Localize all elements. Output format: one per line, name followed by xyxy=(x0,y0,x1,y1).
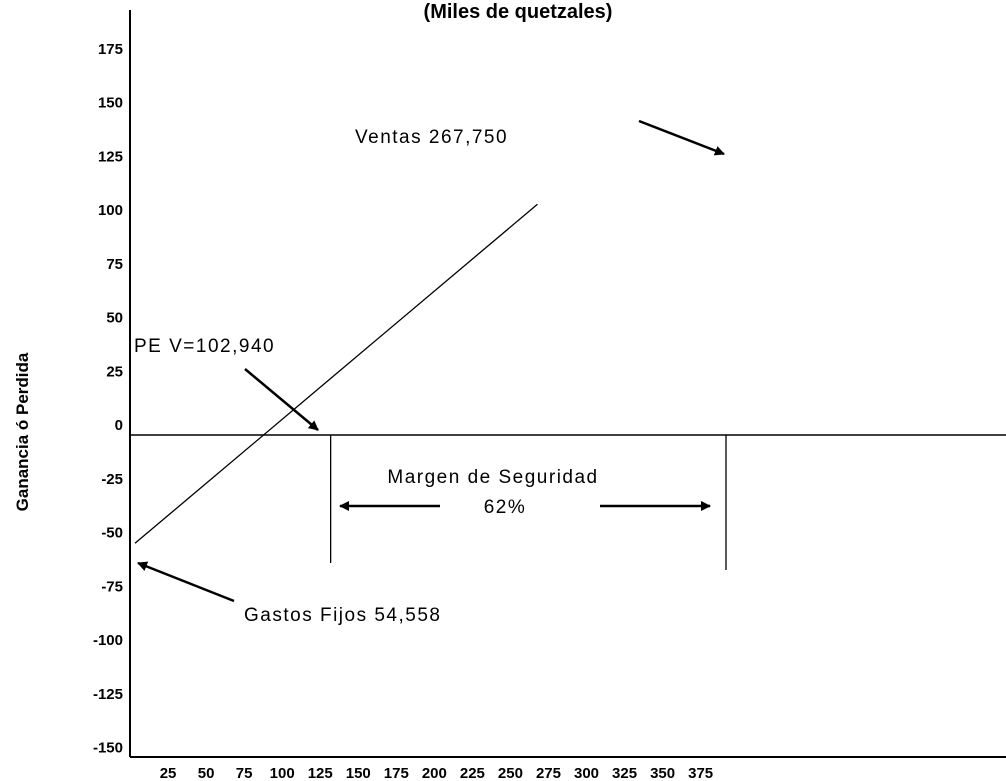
x-tick-label: 75 xyxy=(236,765,253,781)
y-tick-label: 25 xyxy=(106,363,123,380)
x-tick-label: 225 xyxy=(460,765,485,781)
y-tick-label: -100 xyxy=(93,632,123,649)
y-tick-label: 125 xyxy=(98,148,123,165)
x-tick-label: 150 xyxy=(346,765,371,781)
y-tick-label: -25 xyxy=(101,471,123,488)
y-tick-label: 75 xyxy=(106,256,123,273)
x-tick-label: 300 xyxy=(574,765,599,781)
sales-annotation: Ventas 267,750 xyxy=(355,127,508,148)
x-tick-label: 100 xyxy=(270,765,295,781)
fixed-costs-arrow xyxy=(137,561,235,603)
x-tick-label: 375 xyxy=(688,765,713,781)
break-even-arrow xyxy=(244,368,319,431)
margin-label: Margen de Seguridad xyxy=(387,467,598,488)
y-tick-label: -125 xyxy=(93,686,123,703)
y-tick-labels: 175 150 125 100 75 50 25 0 -25 -50 -75 -100 -125 -150 xyxy=(93,41,123,757)
x-tick-label: 350 xyxy=(650,765,675,781)
y-tick-label: 150 xyxy=(98,95,123,112)
sales-arrow xyxy=(638,119,725,156)
x-tick-label: 125 xyxy=(308,765,333,781)
y-tick-label: 0 xyxy=(115,417,123,434)
y-tick-label: 100 xyxy=(98,202,123,219)
chart-title: (Miles de quetzales) xyxy=(424,1,613,23)
x-tick-label: 50 xyxy=(198,765,215,781)
margin-value: 62% xyxy=(484,497,527,518)
fixed-costs-annotation: Gastos Fijos 54,558 xyxy=(244,605,441,626)
y-tick-label: -150 xyxy=(93,740,123,757)
x-tick-label: 175 xyxy=(384,765,409,781)
sales-line xyxy=(134,203,538,544)
break-even-annotation: PE V=102,940 xyxy=(134,336,275,357)
x-tick-label: 275 xyxy=(536,765,561,781)
x-tick-label: 325 xyxy=(612,765,637,781)
y-tick-label: 50 xyxy=(106,310,123,327)
x-tick-label: 200 xyxy=(422,765,447,781)
y-tick-label: -50 xyxy=(101,525,123,542)
y-axis-label: Ganancia ó Perdida xyxy=(13,352,32,511)
x-tick-label: 250 xyxy=(498,765,523,781)
x-tick-label: 25 xyxy=(160,765,177,781)
y-tick-label: -75 xyxy=(101,578,123,595)
x-tick-labels: 25 50 75 100 125 150 175 200 225 250 275 300 325 350 3… xyxy=(160,765,713,781)
y-tick-label: 175 xyxy=(98,41,123,58)
